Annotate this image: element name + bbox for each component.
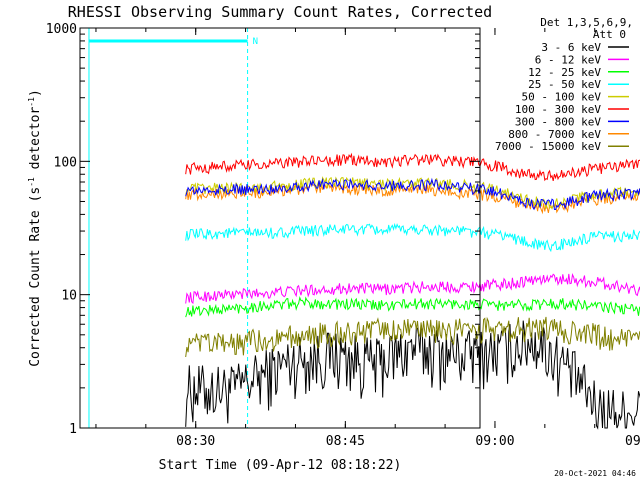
legend-entry-label: 800 - 7000 keV [508,128,601,141]
legend-entry-label: 25 - 50 keV [528,78,601,91]
legend-entry-label: 7000 - 15000 keV [495,140,601,153]
x-tick-label: 09:00 [475,434,514,449]
legend-entry-label: 6 - 12 keV [535,53,602,66]
y-tick-label: 10 [61,289,77,304]
series-line [185,296,640,318]
series-line [185,222,640,253]
series-line [185,272,640,305]
legend-header-line1: Det 1,3,5,6,9, [540,16,633,29]
legend-entry-label: 100 - 300 keV [515,103,601,116]
y-tick-label: 1 [69,422,77,437]
x-tick-label: 08:45 [326,434,365,449]
plot-area: N [88,28,640,430]
chart-title: RHESSI Observing Summary Count Rates, Co… [68,3,492,21]
y-tick-label: 100 [54,155,77,170]
x-axis-label: Start Time (09-Apr-12 08:18:22) [159,458,402,473]
legend-entry-label: 12 - 25 keV [528,66,601,79]
legend-header-line2: Att 0 [593,28,626,41]
series-line [185,152,640,182]
x-tick-label: 09:15 [625,434,640,449]
series-line [185,316,640,358]
flag-label-n: N [253,37,258,47]
series-line [185,177,640,211]
legend-entry-label: 50 - 100 keV [522,91,602,104]
generated-timestamp: 20-Oct-2021 04:46 [554,469,636,478]
y-tick-label: 1000 [46,22,77,37]
y-axis-label: Corrected Count Rate (s-1 detector-1) [27,89,43,367]
x-tick-label: 08:30 [176,434,215,449]
legend-entry-label: 300 - 800 keV [515,115,601,128]
plot-frame [79,27,481,429]
legend-entry-label: 3 - 6 keV [541,41,601,54]
series-line [185,320,640,430]
